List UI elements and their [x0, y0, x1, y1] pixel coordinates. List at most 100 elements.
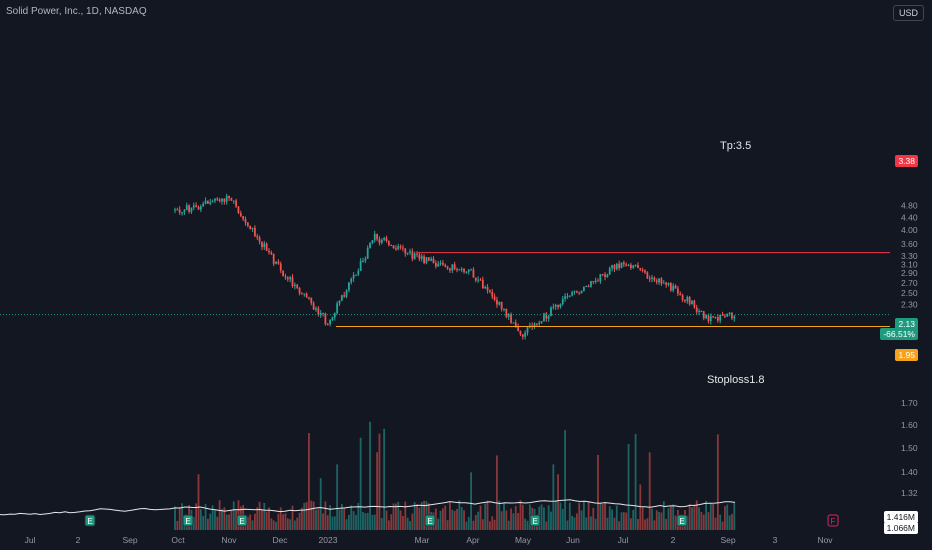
volume-bar: [517, 513, 519, 530]
volume-bar: [214, 510, 216, 530]
volume-bar: [611, 509, 613, 530]
candle-body: [197, 206, 200, 210]
candle-body: [312, 303, 315, 310]
volume-bar: [223, 507, 226, 530]
candle-body: [613, 265, 616, 270]
volume-bar: [225, 514, 228, 530]
candle-body: [524, 332, 527, 337]
candle-body: [597, 280, 599, 282]
volume-bar: [181, 503, 183, 530]
volume-bar: [195, 503, 198, 530]
volume-bar: [298, 512, 301, 530]
candle-body: [211, 200, 214, 203]
volume-bar: [315, 509, 317, 530]
candle-body: [284, 276, 287, 278]
volume-bar: [326, 515, 329, 530]
candle-body: [731, 312, 733, 319]
candle-body: [310, 297, 313, 304]
candle-body: [423, 256, 425, 264]
candle-body: [547, 316, 550, 319]
candle-body: [695, 307, 698, 312]
volume-bar: [416, 503, 418, 530]
volume-bar: [256, 507, 259, 530]
volume-bar: [587, 501, 590, 530]
candle-body: [209, 202, 212, 204]
volume-bar: [566, 520, 569, 530]
event-marker-label: E: [185, 517, 190, 526]
candle-body: [601, 274, 604, 276]
volume-bar: [524, 518, 527, 530]
volume-bar: [477, 511, 480, 530]
x-tick-label: Dec: [272, 535, 288, 545]
volume-bar: [312, 501, 315, 530]
candle-body: [402, 247, 404, 249]
candle-body: [491, 291, 494, 297]
volume-bar: [308, 433, 310, 530]
y-tick-label: 1.40: [901, 467, 918, 477]
x-tick-label: Jun: [566, 535, 580, 545]
candle-body: [249, 225, 252, 229]
volume-bar: [498, 500, 501, 530]
candle-body: [470, 269, 472, 271]
candle-body: [199, 206, 202, 210]
volume-bar: [202, 516, 205, 530]
candle-body: [319, 313, 322, 315]
volume-bar: [733, 502, 736, 530]
candle-body: [484, 287, 487, 289]
volume-bar: [721, 521, 724, 530]
candle-body: [498, 301, 501, 305]
x-tick-label: Jul: [25, 535, 36, 545]
candle-body: [467, 269, 470, 272]
candle-body: [481, 279, 484, 289]
candle-body: [637, 265, 639, 269]
candle-body: [700, 311, 703, 313]
candle-body: [272, 254, 275, 264]
candle-body: [446, 266, 449, 269]
volume-bar: [345, 519, 348, 530]
stop-loss-annotation: Stoploss1.8: [707, 374, 765, 386]
candle-body: [183, 209, 186, 213]
candle-body: [432, 258, 435, 264]
volume-bar: [371, 515, 374, 530]
candle-body: [571, 292, 574, 296]
volume-bar: [378, 433, 381, 530]
candle-body: [279, 263, 282, 271]
candle-body: [258, 237, 261, 242]
candle-body: [691, 300, 693, 305]
candle-body: [176, 209, 179, 211]
volume-bar: [474, 515, 477, 530]
candle-body: [665, 282, 668, 285]
volume-bar: [246, 516, 249, 530]
candle-body: [587, 285, 590, 287]
currency-selector[interactable]: USD: [892, 5, 924, 21]
volume-bar: [545, 521, 548, 530]
volume-bar: [232, 501, 235, 530]
volume-bar: [597, 454, 599, 530]
volume-bar: [434, 508, 437, 530]
candle-body: [709, 316, 712, 322]
volume-bar: [637, 519, 639, 530]
candle-body: [366, 248, 369, 259]
volume-bar: [406, 517, 409, 530]
volume-bar: [350, 505, 353, 530]
candle-body: [418, 254, 421, 259]
volume-bar: [521, 504, 524, 530]
candle-body: [458, 269, 461, 271]
candle-body: [326, 324, 329, 326]
candle-body: [324, 313, 327, 325]
volume-ma-line: [0, 499, 736, 516]
volume-bar: [585, 517, 588, 530]
candle-body: [411, 251, 414, 259]
volume-bar: [714, 517, 717, 530]
candle-body: [655, 280, 658, 283]
candle-body: [444, 264, 447, 267]
candle-body: [712, 316, 715, 318]
volume-bar: [364, 513, 367, 530]
candle-body: [390, 244, 393, 246]
candle-body: [620, 262, 623, 269]
volume-bar: [493, 519, 496, 530]
volume-bar: [385, 510, 388, 530]
candle-body: [517, 326, 519, 331]
candle-body: [322, 313, 324, 315]
